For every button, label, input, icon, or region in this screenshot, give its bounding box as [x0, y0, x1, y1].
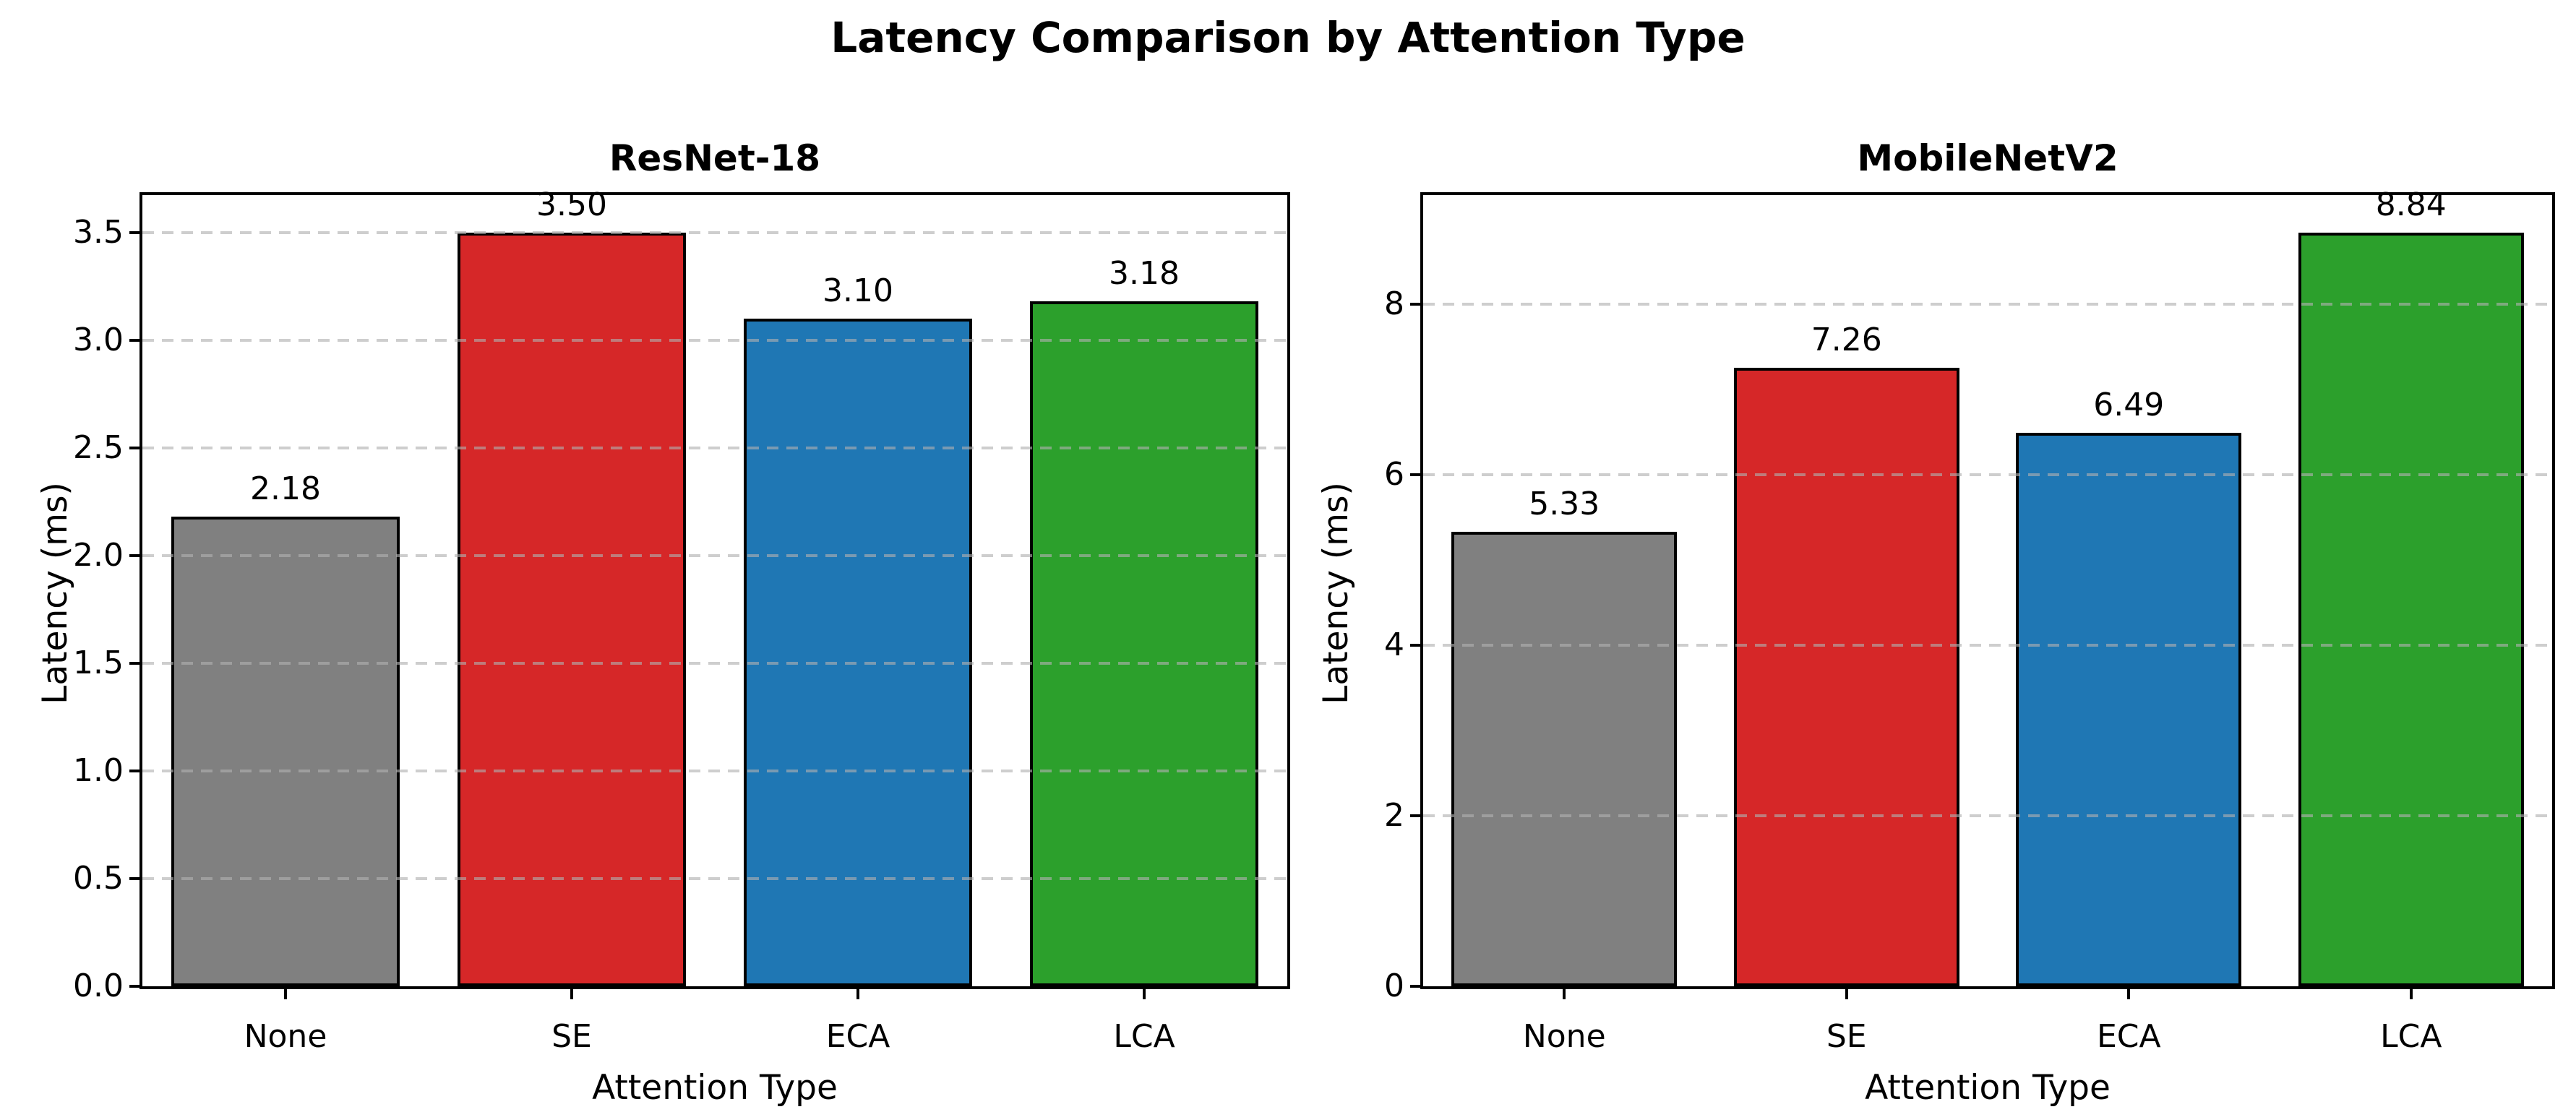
x-axis-label: Attention Type — [592, 1068, 838, 1108]
x-tick-label: SE — [551, 1018, 592, 1055]
bar-value-label: 3.18 — [1109, 255, 1180, 293]
x-tick-label: LCA — [1113, 1018, 1175, 1055]
bar-none — [1451, 532, 1678, 986]
y-tick — [1410, 985, 1420, 988]
x-tick-label: LCA — [2380, 1018, 2442, 1055]
bar-value-label: 7.26 — [1811, 321, 1882, 358]
figure-title: Latency Comparison by Attention Type — [830, 13, 1746, 62]
bar-value-label: 2.18 — [250, 470, 321, 508]
plot-title: MobileNetV2 — [1857, 137, 2118, 179]
y-tick — [129, 770, 139, 773]
y-tick-label: 3.5 — [73, 214, 124, 251]
bar-se — [457, 233, 687, 986]
bar-value-label: 6.49 — [2093, 387, 2165, 424]
bar-value-label: 3.50 — [536, 186, 607, 224]
y-tick-label: 0.5 — [73, 860, 124, 897]
x-tick-label: ECA — [825, 1018, 890, 1055]
y-tick-label: 4 — [1384, 626, 1404, 664]
y-axis-label: Latency (ms) — [1316, 482, 1356, 704]
x-axis-label: Attention Type — [1865, 1068, 2111, 1108]
y-tick — [129, 447, 139, 450]
y-tick-label: 1.5 — [73, 645, 124, 682]
x-tick-label: None — [244, 1018, 327, 1055]
y-tick — [129, 662, 139, 665]
y-tick — [1410, 814, 1420, 818]
y-tick — [129, 877, 139, 881]
y-tick-label: 6 — [1384, 456, 1404, 493]
y-tick — [1410, 303, 1420, 306]
x-tick — [1845, 989, 1848, 999]
x-tick — [1563, 989, 1566, 999]
y-tick-label: 3.0 — [73, 322, 124, 359]
plot-title: ResNet-18 — [609, 137, 821, 179]
y-tick-label: 8 — [1384, 285, 1404, 323]
y-tick-label: 2 — [1384, 797, 1404, 835]
x-tick — [284, 989, 287, 999]
y-tick-label: 0 — [1384, 967, 1404, 1004]
y-tick — [129, 231, 139, 235]
y-tick-label: 2.0 — [73, 537, 124, 574]
x-tick — [2127, 989, 2131, 999]
y-tick — [129, 985, 139, 988]
bar-value-label: 3.10 — [823, 272, 893, 310]
bar-lca — [2298, 233, 2524, 986]
y-tick-label: 0.0 — [73, 967, 124, 1004]
y-tick — [129, 339, 139, 342]
bar-eca — [2016, 433, 2242, 986]
x-tick-label: SE — [1826, 1018, 1867, 1055]
y-tick-label: 2.5 — [73, 429, 124, 467]
bar-none — [171, 517, 400, 986]
y-tick — [129, 554, 139, 558]
x-tick-label: None — [1522, 1018, 1606, 1055]
y-tick — [1410, 644, 1420, 647]
x-tick — [2409, 989, 2413, 999]
plot-area: Latency (ms) 5.33 None 7.26 SE 6.49 ECA 8.84 LC… — [1316, 186, 2555, 1055]
bar-value-label: 8.84 — [2375, 186, 2447, 224]
bar-eca — [743, 319, 973, 986]
bar-se — [1733, 367, 1959, 986]
x-tick — [570, 989, 573, 999]
y-tick — [1410, 473, 1420, 477]
bar-lca — [1029, 301, 1259, 986]
bar-value-label: 5.33 — [1529, 486, 1600, 523]
y-tick-label: 1.0 — [73, 752, 124, 790]
x-tick-label: ECA — [2096, 1018, 2161, 1055]
x-tick — [856, 989, 859, 999]
x-tick — [1143, 989, 1146, 999]
